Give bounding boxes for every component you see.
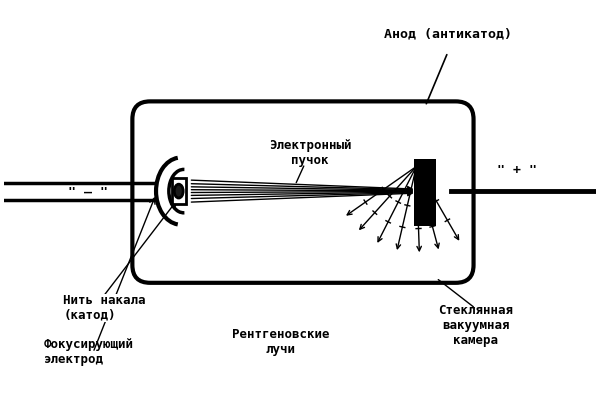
Text: Электронный
пучок: Электронный пучок — [269, 139, 351, 167]
Bar — [172, 178, 185, 204]
Text: " + ": " + " — [497, 164, 537, 177]
Text: Стеклянная
вакуумная
камера: Стеклянная вакуумная камера — [438, 304, 513, 347]
Ellipse shape — [174, 184, 183, 198]
FancyBboxPatch shape — [133, 101, 473, 283]
Text: Фокусирующий
электрод: Фокусирующий электрод — [44, 338, 134, 366]
Text: Нить накала
(катод): Нить накала (катод) — [64, 294, 146, 322]
Text: " – ": " – " — [68, 185, 108, 199]
Bar — [415, 158, 436, 226]
Text: Анод (антикатод): Анод (антикатод) — [384, 27, 512, 40]
Text: Рентгеновские
лучи: Рентгеновские лучи — [232, 328, 329, 356]
